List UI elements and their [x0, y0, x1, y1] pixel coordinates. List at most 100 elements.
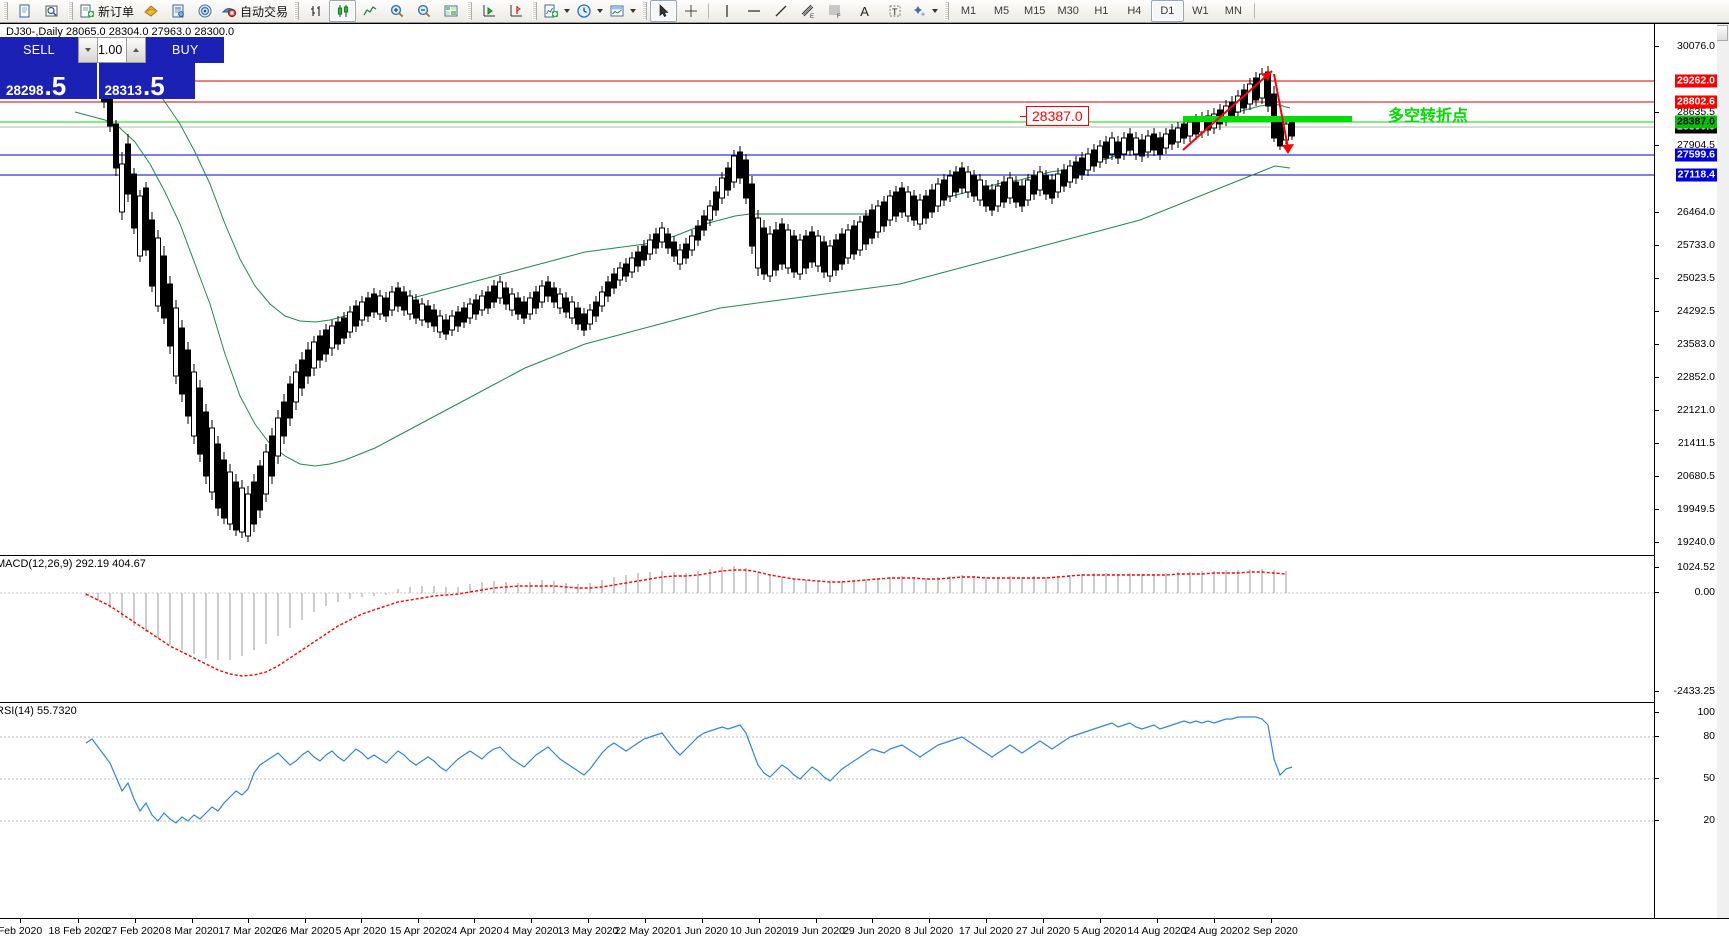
timeframe-m15[interactable]: M15: [1024, 5, 1046, 17]
timeframe-h1[interactable]: H1: [1094, 5, 1109, 17]
new-order-button[interactable]: 新订单: [76, 0, 137, 22]
price-tick: 19949.5: [1677, 503, 1715, 515]
timeframe-m5[interactable]: M5: [993, 5, 1010, 17]
sell-price-integer: 28298: [6, 82, 44, 98]
volume-increment-button[interactable]: [126, 37, 147, 63]
auto-scroll-button[interactable]: [475, 0, 502, 22]
buy-price-integer: 28313: [104, 82, 143, 98]
date-axis[interactable]: Feb 2020 18 Feb 2020 27 Feb 2020 8 Mar 2…: [0, 918, 1729, 945]
date-label: 5 Apr 2020: [335, 925, 387, 937]
price-tick: 21411.5: [1677, 437, 1715, 449]
price-tick: 23583.0: [1677, 338, 1715, 350]
vertical-line-button[interactable]: [713, 0, 740, 22]
bar-chart-button[interactable]: [302, 0, 329, 22]
macd-pane[interactable]: MACD(12,26,9) 292.19 404.67: [0, 555, 1655, 702]
volume-control[interactable]: 1.00: [78, 37, 147, 63]
date-label: 17 Jul 2020: [958, 925, 1014, 937]
price-badge-support[interactable]: 28387.0: [1675, 115, 1717, 129]
date-label: 15 Apr 2020: [389, 925, 447, 937]
horizontal-line-button[interactable]: [740, 0, 767, 22]
crosshair-button[interactable]: [677, 0, 704, 22]
macd-label: MACD(12,26,9) 292.19 404.67: [0, 558, 146, 570]
buy-price-fraction: .5: [143, 70, 165, 101]
tile-windows-button[interactable]: [437, 0, 464, 22]
date-label: 24 Apr 2020: [445, 925, 503, 937]
rsi-tick: 50: [1703, 772, 1715, 784]
price-axis[interactable]: 30076.0 28635.5 27904.5 26464.0 25733.0 …: [1654, 24, 1717, 922]
chart-shift-button[interactable]: [502, 0, 529, 22]
date-label: 26 Mar 2020: [275, 925, 335, 937]
gold-icon-button[interactable]: [137, 0, 164, 22]
candlestick-chart-button[interactable]: [329, 0, 357, 22]
timeframe-h4[interactable]: H4: [1127, 5, 1142, 17]
date-label: 5 Aug 2020: [1073, 925, 1127, 937]
indicators-button[interactable]: [540, 0, 573, 22]
price-tick: 28635.5: [1677, 106, 1715, 118]
svg-text:E: E: [810, 14, 814, 19]
toolbar-grip[interactable]: [3, 2, 8, 20]
signals-button[interactable]: [191, 0, 218, 22]
toolbar-grip-5[interactable]: [532, 2, 538, 20]
date-label: 18 Feb 2020: [48, 925, 108, 937]
zoom-in-button[interactable]: [383, 0, 410, 22]
date-label: 10 Jun 2020: [730, 925, 788, 937]
toolbar-grip-3[interactable]: [294, 2, 300, 20]
indicators-caret-icon[interactable]: [564, 9, 571, 13]
text-button[interactable]: A: [860, 3, 869, 19]
cursor-button[interactable]: [650, 0, 678, 22]
market-watch-button[interactable]: [38, 0, 65, 22]
templates-caret-icon[interactable]: [630, 9, 637, 13]
timeframe-d1[interactable]: D1: [1150, 0, 1184, 22]
periods-button[interactable]: [573, 0, 606, 22]
sell-button[interactable]: 28298 .5: [0, 63, 97, 99]
price-pane[interactable]: 28387.0 多空转折点: [0, 24, 1655, 554]
toolbar-grip-7[interactable]: [944, 2, 950, 20]
templates-button[interactable]: [606, 0, 639, 22]
shapes-caret-icon[interactable]: [932, 9, 939, 13]
text-label-button[interactable]: T: [881, 0, 908, 22]
date-label: 27 Jul 2020: [1015, 925, 1071, 937]
timeframe-w1[interactable]: W1: [1192, 5, 1209, 17]
buy-button[interactable]: 28313 .5: [98, 63, 195, 101]
one-click-trading-panel[interactable]: SELL 1.00 BUY 28298 .5 28313 .5: [0, 37, 225, 101]
timeframe-mn[interactable]: MN: [1224, 5, 1242, 17]
toolbar-grip-4[interactable]: [467, 2, 473, 20]
fibonacci-button[interactable]: F: [821, 0, 848, 22]
date-label: 17 Mar 2020: [218, 925, 278, 937]
rsi-canvas: [0, 716, 1655, 824]
terminal-button[interactable]: [164, 0, 191, 22]
new-chart-button[interactable]: [11, 0, 38, 22]
new-order-label: 新订单: [98, 4, 135, 19]
auto-trading-button[interactable]: 自动交易: [218, 0, 291, 22]
toolbar-grip-6[interactable]: [642, 2, 648, 20]
price-badge-resistance-1[interactable]: 29262.0: [1675, 74, 1717, 88]
timeframe-m30[interactable]: M30: [1057, 5, 1079, 17]
price-badge-level-2[interactable]: 27118.4: [1675, 168, 1717, 182]
scrollbar-thumb[interactable]: [1716, 25, 1728, 41]
rsi-tick: 100: [1697, 706, 1715, 718]
price-badge-level-1[interactable]: 27599.6: [1675, 148, 1717, 162]
price-level-annotation[interactable]: 28387.0: [1020, 106, 1089, 126]
periods-caret-icon[interactable]: [597, 9, 604, 13]
trendline-button[interactable]: [767, 0, 794, 22]
chart-vertical-scrollbar[interactable]: [1716, 24, 1729, 945]
price-tick: 22852.0: [1677, 371, 1715, 383]
one-click-header-row: SELL 1.00 BUY: [0, 37, 225, 63]
price-tick: 20680.5: [1677, 470, 1715, 482]
equidistant-channel-button[interactable]: E: [794, 0, 821, 22]
sell-price-fraction: .5: [44, 70, 67, 101]
volume-decrement-button[interactable]: [78, 37, 98, 63]
rsi-pane[interactable]: RSI(14) 55.7320: [0, 702, 1655, 843]
chinese-note-annotation[interactable]: 多空转折点: [1388, 106, 1469, 125]
date-label: 24 Aug 2020: [1184, 925, 1244, 937]
zoom-out-button[interactable]: [410, 0, 437, 22]
toolbar-grip-2[interactable]: [68, 2, 73, 20]
timeframe-m1[interactable]: M1: [960, 5, 977, 17]
line-chart-button[interactable]: [356, 0, 383, 22]
price-tick: 30076.0: [1677, 40, 1715, 52]
chart-window[interactable]: DJ30-,Daily 28065.0 28304.0 27963.0 2830…: [0, 23, 1729, 945]
volume-input[interactable]: 1.00: [98, 37, 127, 63]
date-label: 2 Sep 2020: [1244, 925, 1298, 937]
shapes-button[interactable]: [908, 0, 941, 22]
price-badge-resistance-2[interactable]: 28802.6: [1675, 95, 1717, 109]
